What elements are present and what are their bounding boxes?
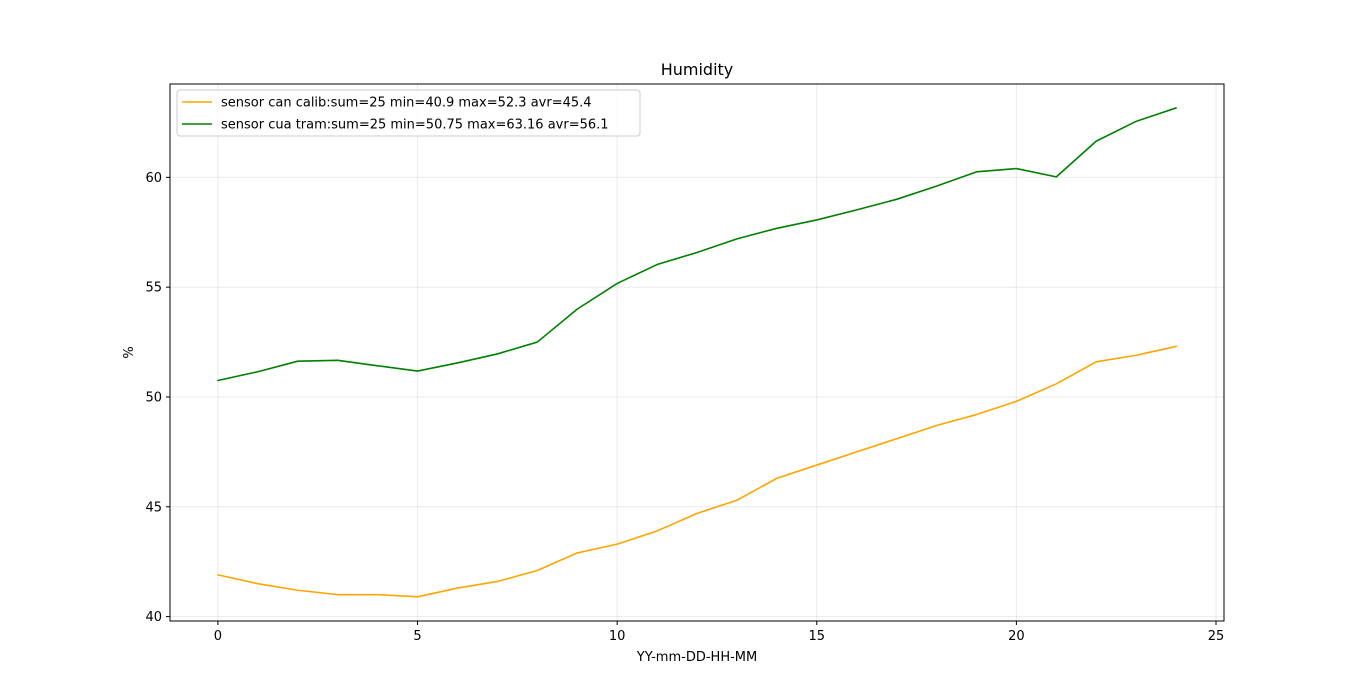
y-tick-label: 45 [145,500,162,515]
y-tick-label: 55 [145,281,162,296]
axis-ticks: 0 5 10 15 20 25 40 45 50 55 60 [145,171,1224,644]
series-lines [217,107,1177,598]
y-tick-label: 40 [145,610,162,625]
plot-area-frame [169,83,1225,622]
series-line-2 [217,107,1177,382]
x-tick-label: 10 [609,629,626,644]
x-tick-label: 0 [214,629,222,644]
x-tick-label: 25 [1208,629,1225,644]
legend-box [176,89,641,137]
chart-title: Humidity [661,60,734,79]
x-tick-label: 20 [1008,629,1025,644]
x-axis-label: YY-mm-DD-HH-MM [636,650,757,665]
x-tick-label: 5 [413,629,421,644]
x-tick-label: 15 [808,629,825,644]
grid [170,84,1224,621]
legend: sensor can calib:sum=25 min=40.9 max=52.… [176,89,641,137]
legend-label-2: sensor cua tram:sum=25 min=50.75 max=63.… [221,118,609,133]
legend-label-1: sensor can calib:sum=25 min=40.9 max=52.… [221,96,592,111]
y-tick-label: 60 [145,171,162,186]
y-axis-label: % [122,346,137,358]
series-line-1 [217,345,1177,598]
y-tick-label: 50 [145,390,162,405]
